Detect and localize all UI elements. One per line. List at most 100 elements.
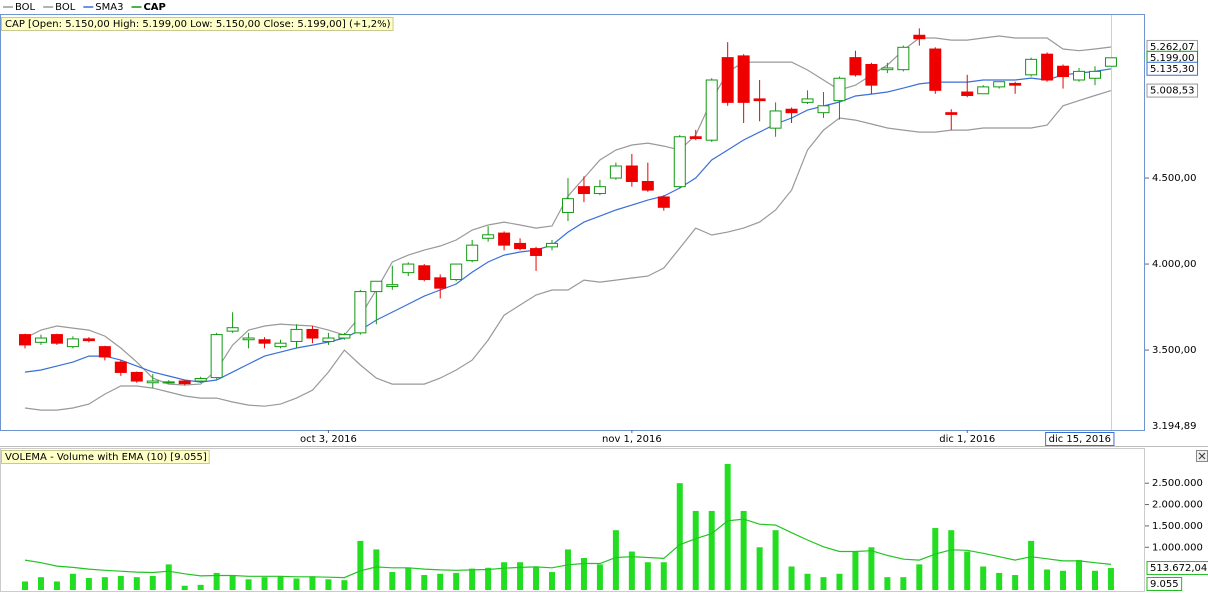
candle-body <box>753 98 766 102</box>
volume-bar <box>197 584 204 590</box>
candle-body <box>498 232 511 246</box>
price-flag: 5.262,07 <box>1150 42 1195 53</box>
panel-title: VOLEMA - Volume with EMA (10) [9.055] <box>5 452 207 463</box>
candle-body <box>146 380 159 384</box>
candle-body <box>290 328 303 342</box>
candle-body <box>98 346 111 358</box>
candle-body <box>242 337 255 341</box>
candle-body <box>114 361 127 373</box>
candle-body <box>961 91 974 96</box>
volume-bar <box>1107 568 1114 590</box>
volume-bar <box>469 568 476 590</box>
candle-body <box>689 136 702 139</box>
volume-bar <box>836 573 843 590</box>
volume-bar <box>692 510 699 590</box>
candle-body <box>194 377 207 382</box>
volume-bar <box>612 530 619 590</box>
volume-bar <box>1076 560 1083 590</box>
candle-body <box>34 337 47 343</box>
volume-bar <box>644 562 651 590</box>
volume-bar <box>453 572 460 590</box>
legend-label: SMA3 <box>95 2 123 13</box>
volume-bar <box>804 573 811 590</box>
candle-body <box>482 234 495 239</box>
candle-body <box>338 334 351 339</box>
volume-bar <box>916 564 923 590</box>
volume-bar <box>245 579 252 590</box>
volume-flag-box <box>1146 561 1208 576</box>
y-tick-label: 4.000,00 <box>1152 259 1197 270</box>
candle-body <box>609 165 622 179</box>
volume-bar <box>596 564 603 590</box>
volume-bar <box>1044 569 1051 590</box>
x-tick-label: dic 15, 2016 <box>1049 434 1111 445</box>
volume-bar <box>676 483 683 590</box>
close-icon[interactable] <box>1198 452 1206 460</box>
volume-bar <box>996 572 1003 590</box>
volume-flag: 513.672,04 <box>1150 563 1207 574</box>
candle-body <box>929 48 942 91</box>
candle-body <box>993 81 1006 88</box>
candle-body <box>913 34 926 40</box>
volume-bar <box>948 530 955 590</box>
y-min-label: 3.194,89 <box>1152 421 1197 432</box>
candle-body <box>865 64 878 86</box>
candle-body <box>370 280 383 293</box>
volume-bar <box>69 573 76 590</box>
volume-bar <box>101 577 108 590</box>
volume-bar <box>740 510 747 590</box>
candle-body <box>210 334 223 379</box>
candle-body <box>673 136 686 188</box>
price-flag: 5.008,53 <box>1150 86 1195 97</box>
info-box <box>1 17 394 31</box>
volume-bar <box>53 581 60 590</box>
y-tick-label: 2.000.000 <box>1152 500 1203 511</box>
volume-bar <box>133 577 140 590</box>
volume-bar <box>964 551 971 590</box>
volume-flag-box <box>1146 577 1183 591</box>
volume-bar <box>788 566 795 590</box>
volume-bar <box>165 564 172 590</box>
volume-flag: 9.055 <box>1150 579 1179 590</box>
candle-body <box>1009 82 1022 86</box>
volume-bar <box>772 530 779 590</box>
volume-bar <box>181 585 188 590</box>
candle-body <box>466 244 479 262</box>
volume-panel <box>0 448 1145 592</box>
candle-body <box>162 381 175 384</box>
candle-body <box>625 165 638 182</box>
price-flag: 5.135,30 <box>1150 64 1195 75</box>
volume-bar <box>213 572 220 590</box>
candle-body <box>817 105 830 114</box>
candle-body <box>1104 57 1117 67</box>
candle-body <box>178 380 191 385</box>
volume-bar <box>437 573 444 590</box>
candle-body <box>897 46 910 71</box>
volume-bar <box>549 572 556 590</box>
volume-bar <box>1012 575 1019 590</box>
candle-body <box>577 186 590 195</box>
volume-bar <box>421 575 428 590</box>
volume-bar <box>868 547 875 590</box>
volume-bar <box>389 572 396 590</box>
candle-body <box>1041 53 1054 81</box>
volume-bar <box>501 562 508 590</box>
indicator-line <box>24 90 1112 411</box>
candle-body <box>593 186 606 195</box>
candle-body <box>306 328 319 339</box>
candle-body <box>354 291 367 334</box>
volume-bar <box>229 575 236 590</box>
candle-body <box>1088 70 1101 79</box>
volume-bar <box>37 577 44 590</box>
x-tick-label: nov 1, 2016 <box>602 434 662 445</box>
volume-bar <box>293 578 300 590</box>
volume-bar <box>660 562 667 590</box>
candle-body <box>274 342 287 348</box>
volume-bar <box>564 549 571 590</box>
candle-body <box>418 265 431 281</box>
y-tick-label: 4.500,00 <box>1152 173 1197 184</box>
volume-bar <box>932 528 939 590</box>
volume-bar <box>405 567 412 590</box>
y-tick-label: 1.500.000 <box>1152 521 1203 532</box>
